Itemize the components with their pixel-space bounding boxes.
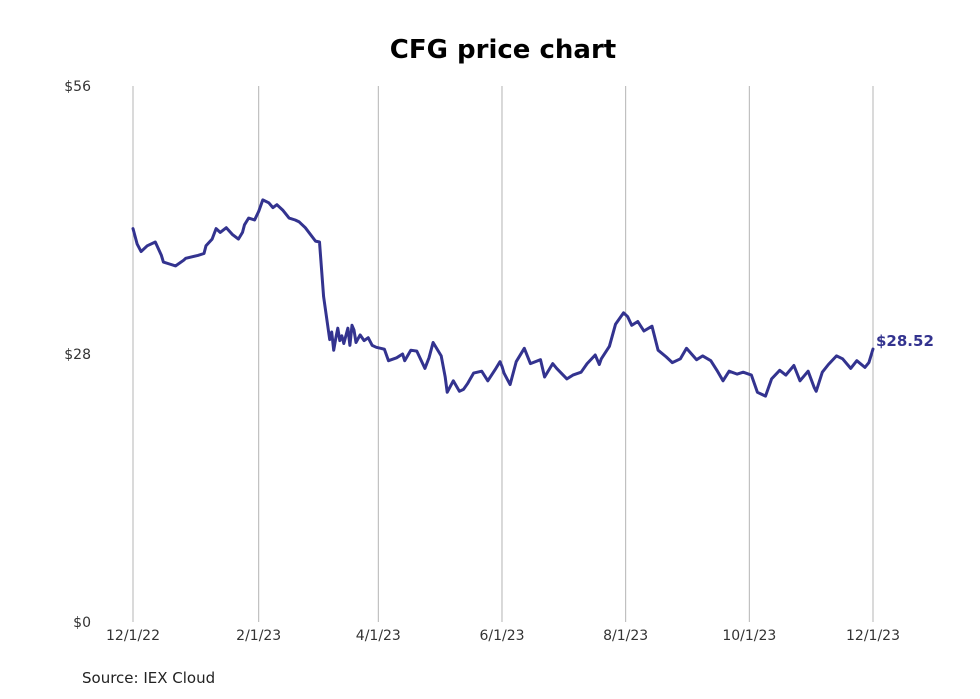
x-tick-label: 12/1/23 bbox=[846, 628, 900, 644]
last-price-label: $28.52 bbox=[876, 332, 934, 350]
x-tick-label: 8/1/23 bbox=[603, 628, 648, 644]
y-tick-label: $0 bbox=[73, 615, 91, 631]
x-tick-label: 4/1/23 bbox=[356, 628, 401, 644]
x-tick-label: 12/1/22 bbox=[106, 628, 160, 644]
source-note: Source: IEX Cloud bbox=[82, 669, 215, 687]
y-axis-ticks: $0 $28 $56 bbox=[64, 79, 91, 631]
x-axis-ticks: 12/1/22 2/1/23 4/1/23 6/1/23 8/1/23 10/1/23 12… bbox=[106, 628, 900, 644]
x-tick-label: 10/1/23 bbox=[722, 628, 776, 644]
vertical-grid bbox=[132, 86, 874, 622]
price-line bbox=[131, 198, 875, 398]
y-tick-label: $56 bbox=[64, 79, 91, 95]
y-tick-label: $28 bbox=[64, 347, 91, 363]
x-tick-label: 6/1/23 bbox=[479, 628, 524, 644]
x-tick-label: 2/1/23 bbox=[236, 628, 281, 644]
chart-title: CFG price chart bbox=[390, 35, 616, 65]
